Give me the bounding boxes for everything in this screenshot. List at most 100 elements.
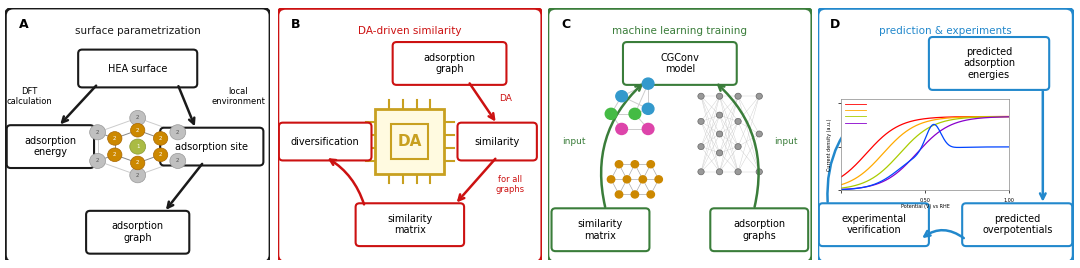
Text: 2: 2: [113, 152, 117, 157]
FancyBboxPatch shape: [711, 208, 808, 251]
Circle shape: [716, 112, 723, 118]
Circle shape: [716, 150, 723, 156]
FancyBboxPatch shape: [391, 124, 429, 159]
Text: 2: 2: [96, 130, 99, 135]
Circle shape: [153, 148, 167, 162]
Text: DA: DA: [499, 94, 512, 103]
Text: adsorption site: adsorption site: [175, 142, 248, 152]
Circle shape: [716, 169, 723, 175]
Circle shape: [131, 124, 145, 137]
Text: DA-driven similarity: DA-driven similarity: [359, 26, 461, 36]
Circle shape: [698, 93, 704, 99]
Circle shape: [170, 153, 186, 169]
Circle shape: [153, 132, 167, 145]
Text: 2: 2: [96, 158, 99, 163]
Circle shape: [130, 168, 146, 183]
Circle shape: [647, 191, 654, 198]
FancyBboxPatch shape: [86, 211, 189, 254]
FancyBboxPatch shape: [819, 203, 929, 246]
FancyBboxPatch shape: [278, 8, 542, 262]
Text: adsorption
energy: adsorption energy: [25, 136, 77, 157]
Circle shape: [654, 176, 662, 183]
Circle shape: [616, 191, 623, 198]
Text: diversification: diversification: [291, 137, 360, 147]
Text: CGConv
model: CGConv model: [661, 53, 699, 74]
Text: prediction & experiments: prediction & experiments: [879, 26, 1012, 36]
Text: HEA surface: HEA surface: [108, 64, 167, 73]
Circle shape: [734, 93, 741, 99]
Text: similarity: similarity: [474, 137, 519, 147]
Circle shape: [623, 176, 631, 183]
Circle shape: [734, 169, 741, 175]
Circle shape: [616, 124, 627, 135]
Circle shape: [616, 161, 623, 168]
Circle shape: [639, 176, 647, 183]
Text: adsorption
graphs: adsorption graphs: [733, 219, 785, 240]
Text: experimental
verification: experimental verification: [841, 214, 906, 236]
Circle shape: [643, 78, 653, 89]
Text: input: input: [563, 137, 585, 146]
Text: 2: 2: [136, 116, 139, 120]
Text: 2: 2: [136, 128, 139, 133]
FancyBboxPatch shape: [548, 8, 812, 262]
FancyBboxPatch shape: [376, 109, 444, 174]
Circle shape: [131, 156, 145, 170]
Circle shape: [698, 169, 704, 175]
Text: 2: 2: [159, 136, 162, 141]
Text: C: C: [562, 18, 570, 31]
Circle shape: [631, 191, 638, 198]
Text: 2: 2: [136, 161, 139, 165]
FancyBboxPatch shape: [929, 37, 1049, 90]
Circle shape: [631, 161, 638, 168]
Text: surface parametrization: surface parametrization: [75, 26, 201, 36]
Text: predicted
overpotentials: predicted overpotentials: [982, 214, 1052, 236]
Text: local
environment: local environment: [212, 87, 266, 106]
Text: for all
graphs: for all graphs: [496, 175, 525, 194]
Circle shape: [647, 161, 654, 168]
FancyBboxPatch shape: [623, 42, 737, 85]
Text: DFT
calculation: DFT calculation: [6, 87, 52, 106]
Circle shape: [90, 153, 106, 169]
X-axis label: Potential (V) vs RHE: Potential (V) vs RHE: [901, 204, 949, 209]
FancyBboxPatch shape: [393, 42, 507, 85]
Circle shape: [734, 144, 741, 150]
Circle shape: [698, 144, 704, 150]
Text: 2: 2: [113, 136, 117, 141]
FancyBboxPatch shape: [818, 8, 1074, 262]
Circle shape: [629, 108, 640, 119]
Text: B: B: [292, 18, 301, 31]
Circle shape: [756, 169, 762, 175]
Text: 2: 2: [159, 152, 162, 157]
Text: 2: 2: [176, 158, 179, 163]
Circle shape: [605, 108, 617, 119]
FancyBboxPatch shape: [552, 208, 649, 251]
Circle shape: [108, 148, 122, 162]
Circle shape: [643, 124, 653, 135]
Circle shape: [716, 93, 723, 99]
FancyBboxPatch shape: [962, 203, 1072, 246]
Text: adsorption
graph: adsorption graph: [423, 53, 475, 74]
Circle shape: [698, 118, 704, 124]
Text: adsorption
graph: adsorption graph: [111, 221, 164, 243]
FancyBboxPatch shape: [5, 8, 270, 262]
FancyBboxPatch shape: [355, 203, 464, 246]
Text: DA: DA: [397, 134, 422, 149]
Circle shape: [734, 118, 741, 124]
Text: A: A: [19, 18, 29, 31]
Text: predicted
adsorption
energies: predicted adsorption energies: [963, 47, 1015, 80]
Text: 2: 2: [136, 173, 139, 178]
Circle shape: [108, 132, 122, 145]
FancyBboxPatch shape: [6, 125, 94, 168]
Circle shape: [643, 103, 653, 114]
FancyBboxPatch shape: [458, 123, 537, 161]
Text: input: input: [774, 137, 797, 146]
Circle shape: [756, 131, 762, 137]
Text: similarity
matrix: similarity matrix: [388, 214, 432, 236]
Circle shape: [607, 176, 615, 183]
FancyBboxPatch shape: [279, 123, 372, 161]
FancyBboxPatch shape: [160, 128, 264, 166]
Text: similarity
matrix: similarity matrix: [578, 219, 623, 240]
FancyBboxPatch shape: [78, 50, 198, 87]
Circle shape: [130, 139, 146, 154]
Circle shape: [90, 125, 106, 140]
